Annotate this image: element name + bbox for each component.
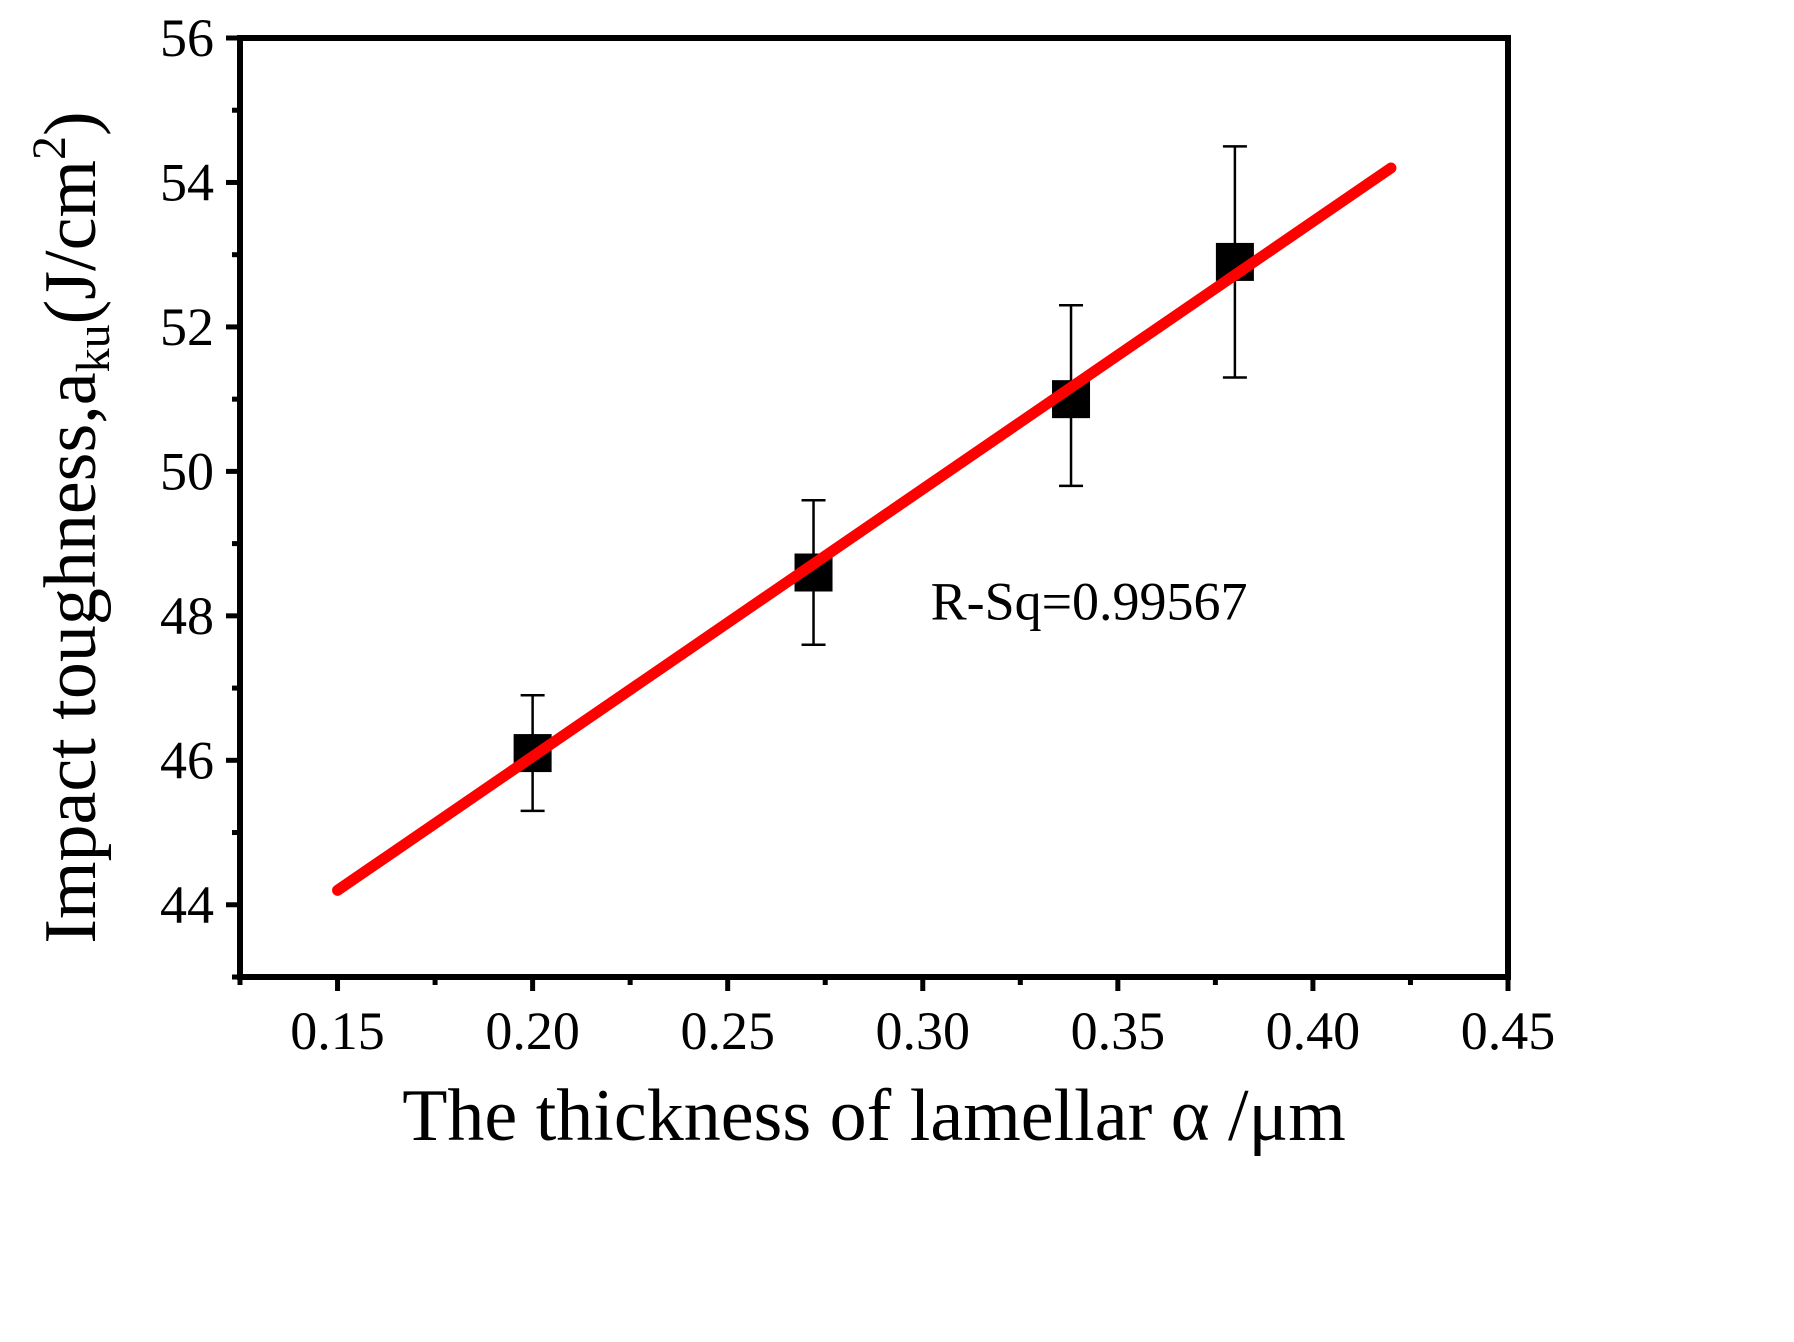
x-tick-label: 0.20 — [485, 1001, 580, 1061]
y-tick-label: 50 — [160, 441, 214, 501]
y-tick-label: 46 — [160, 730, 214, 790]
r-squared-annotation: R-Sq=0.99567 — [931, 571, 1248, 631]
y-axis-title: Impact toughness,aku(J/cm2) — [23, 111, 120, 943]
x-tick-label: 0.45 — [1461, 1001, 1556, 1061]
plot-frame — [237, 35, 1511, 980]
y-axis-title-close: ) — [30, 111, 112, 136]
x-tick-label: 0.35 — [1071, 1001, 1166, 1061]
fit-line — [332, 162, 1397, 896]
y-tick-label: 52 — [160, 297, 214, 357]
x-tick-label: 0.40 — [1266, 1001, 1361, 1061]
error-bars — [520, 145, 1247, 813]
y-axis-title-main: Impact toughness,a — [30, 372, 112, 943]
y-tick-label: 44 — [160, 875, 214, 935]
y-tick-label: 54 — [160, 152, 214, 212]
x-axis-ticks: 0.15 0.20 0.25 0.30 0.35 0.40 0.45 — [237, 977, 1556, 1061]
y-axis-title-subscript: ku — [67, 324, 120, 372]
x-axis-title: The thickness of lamellar α /μm — [402, 1075, 1346, 1157]
x-tick-label: 0.25 — [680, 1001, 775, 1061]
x-tick-label: 0.15 — [290, 1001, 385, 1061]
y-axis-ticks: 44 46 48 50 52 54 56 — [160, 8, 240, 980]
y-tick-label: 56 — [160, 8, 214, 68]
fit-line-group — [332, 162, 1397, 896]
y-tick-label: 48 — [160, 586, 214, 646]
y-axis-title-unit: (J/cm — [30, 160, 112, 324]
x-tick-label: 0.30 — [876, 1001, 971, 1061]
y-axis-title-superscript: 2 — [23, 136, 76, 160]
